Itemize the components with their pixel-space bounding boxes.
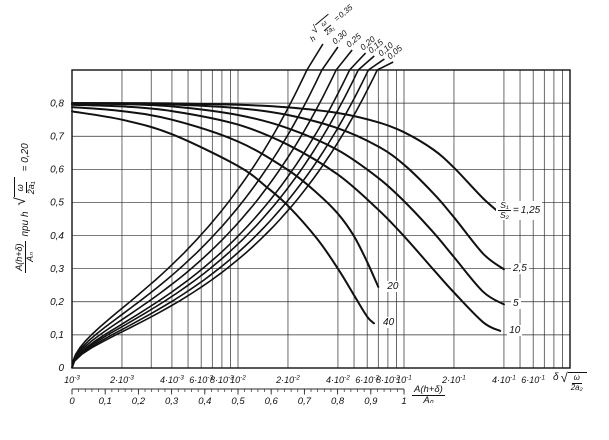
y-tick-label-0,3: 0,3 <box>50 264 64 275</box>
y-tick-label-0: 0 <box>58 363 64 374</box>
x-tick-label-6·10^-2: 6·10-2 <box>355 375 379 386</box>
y-axis-title-mid-text: при h <box>19 211 31 237</box>
ascending-line-0,05 <box>71 61 394 369</box>
ascending-line-0,15 <box>71 55 375 369</box>
secondary-tick-label-0: 0 <box>69 396 75 407</box>
curve-label-1-25: 1,25 <box>520 205 541 217</box>
y-axis-title-value: = 0,20 <box>19 143 31 172</box>
y-tick-label-0,8: 0,8 <box>50 98 64 109</box>
secondary-tick-label-0,6: 0,6 <box>265 396 279 407</box>
y-axis-title-fraction: A(h+δ) Aₙ <box>13 241 35 273</box>
secondary-tick-label-0,1: 0,1 <box>99 396 112 407</box>
curve-label-2,5: 2,5 <box>510 263 529 275</box>
ascending-line-0,30 <box>71 46 339 369</box>
y-axis-title: A(h+δ) Aₙ при h √ ω 2a₁ = 0,20 <box>11 86 37 330</box>
sqrt-sign-icon: √ <box>560 370 568 385</box>
descending-curve-10 <box>71 103 502 332</box>
y-axis-title-numerator: A(h+δ) <box>13 241 26 273</box>
ascending-line-0,25 <box>71 49 353 369</box>
x-axis-title-prefix: δ <box>553 372 559 383</box>
y-tick-label-0,4: 0,4 <box>50 231 64 242</box>
y-tick-label-0,6: 0,6 <box>50 165 64 176</box>
x-tick-label-10^-3: 10-3 <box>64 375 80 386</box>
sqrt-sign-icon: √ <box>11 197 29 206</box>
y-tick-label-0,2: 0,2 <box>50 297 64 308</box>
x-tick-label-4·10^-3: 4·10-3 <box>160 375 184 386</box>
secondary-tick-label-1: 1 <box>401 396 406 407</box>
x-tick-label-10^-1: 10-1 <box>396 375 412 386</box>
x-tick-label-8·10^-2: 8·10-2 <box>376 375 400 386</box>
curve-label-20: 20 <box>385 280 401 292</box>
descending-curve-2,5 <box>71 102 505 271</box>
secondary-tick-label-0,3: 0,3 <box>165 396 179 407</box>
x-tick-label-2·10^-2: 2·10-2 <box>275 375 300 386</box>
x-tick-label-6·10^-1: 6·10-1 <box>521 375 545 386</box>
x-tick-label-4·10^-2: 4·10-2 <box>326 375 350 386</box>
secondary-tick-label-0,5: 0,5 <box>231 396 245 407</box>
ascending-line-0,35 <box>71 43 324 369</box>
descending-curve-20 <box>71 106 380 288</box>
secondary-tick-label-0,8: 0,8 <box>331 396 345 407</box>
x-axis-title: δ √ ω 2a₂ <box>553 370 588 392</box>
descending-curve-5 <box>71 102 505 306</box>
plot-border <box>71 69 571 369</box>
descending-curve-40 <box>71 110 375 325</box>
y-tick-label-0,1: 0,1 <box>50 330 64 341</box>
secondary-axis-title: A(h+δ) Aₙ <box>412 384 445 407</box>
secondary-tick-label-0,2: 0,2 <box>132 396 146 407</box>
descending-family-label: S₁ S₂ = 1,25 <box>496 200 543 221</box>
secondary-tick-label-0,9: 0,9 <box>364 396 378 407</box>
curve-label-5: 5 <box>510 298 521 310</box>
secondary-tick-label-0,7: 0,7 <box>298 396 312 407</box>
x-axis-title-sqrt: √ ω 2a₂ <box>560 370 587 392</box>
x-tick-label-4·10^-1: 4·10-1 <box>492 375 516 386</box>
curve-label-40: 40 <box>381 317 397 329</box>
y-axis-title-sqrt: √ ω 2a₁ <box>11 177 37 206</box>
y-tick-label-0,5: 0,5 <box>50 198 64 209</box>
x-tick-label-8·10^-3: 8·10-3 <box>210 375 234 386</box>
curve-label-10: 10 <box>507 324 523 336</box>
y-tick-label-0,7: 0,7 <box>50 131 64 142</box>
x-tick-label-2·10^-1: 2·10-1 <box>441 375 466 386</box>
y-axis-title-denominator: Aₙ <box>24 252 35 262</box>
x-tick-label-6·10^-3: 6·10-3 <box>189 375 213 386</box>
x-tick-label-10^-2: 10-2 <box>230 375 246 386</box>
x-tick-label-2·10^-3: 2·10-3 <box>109 375 134 386</box>
secondary-tick-label-0,4: 0,4 <box>198 396 211 407</box>
ascending-line-0,20 <box>71 52 367 369</box>
